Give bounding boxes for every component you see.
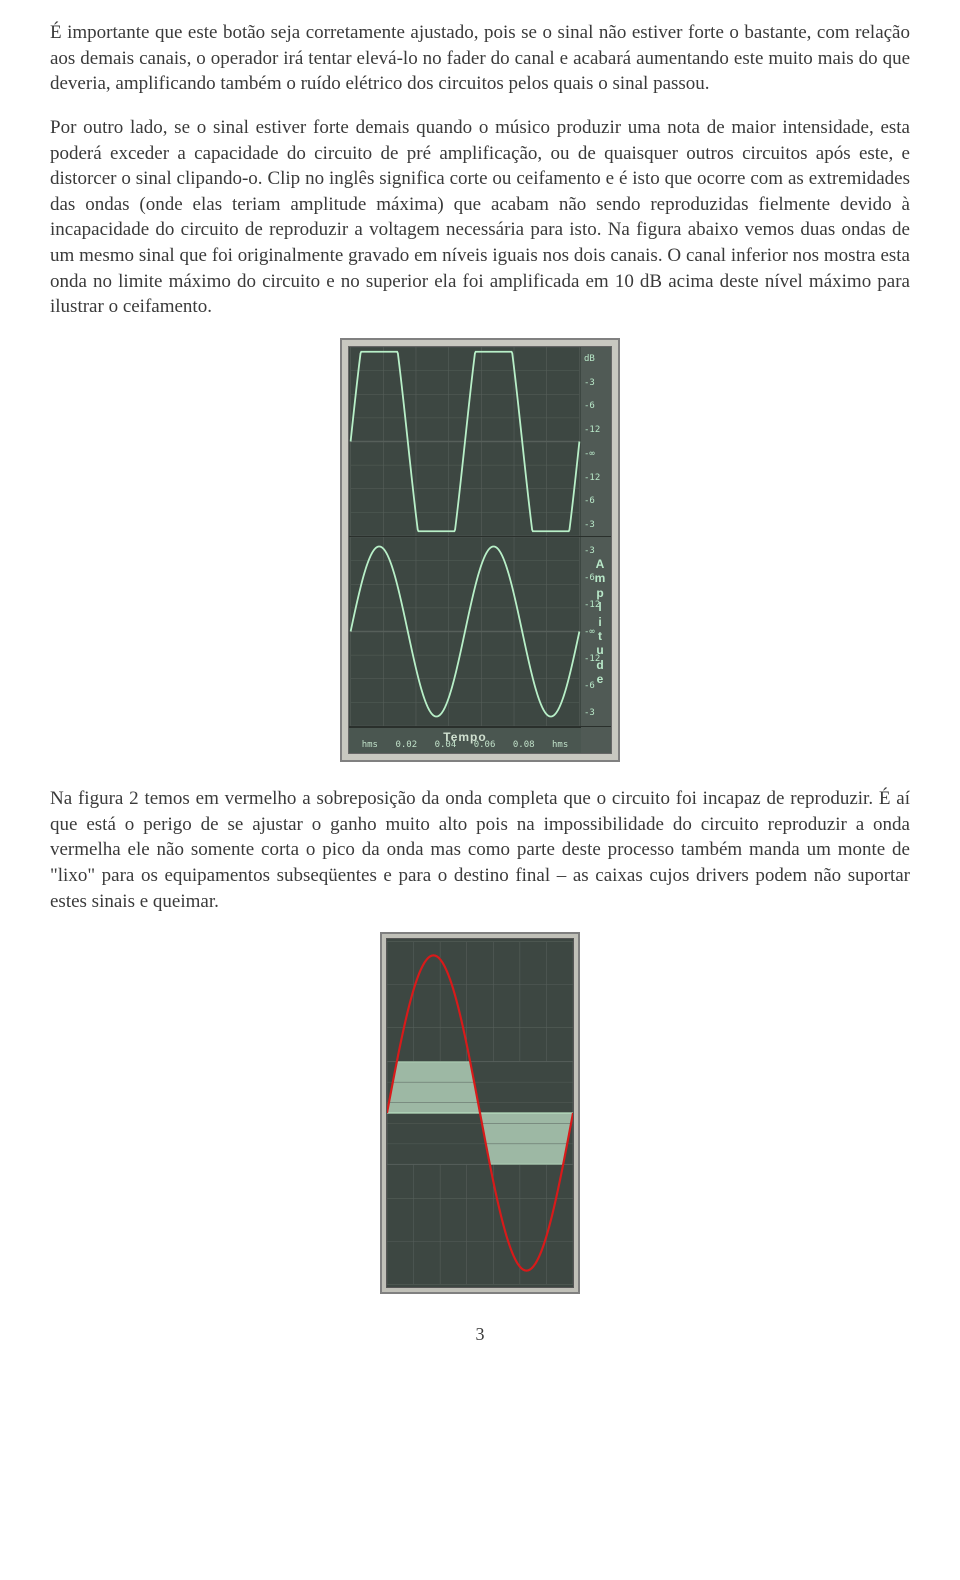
amplitude-tick: -3	[584, 519, 595, 531]
amplitude-tick: -12	[584, 472, 600, 484]
amplitude-scale-column: dB-3-6-12-∞-12-6-3 -3-6-12-∞-12-6-3 Ampl…	[581, 347, 611, 753]
amplitude-tick: -6	[584, 495, 595, 507]
time-axis: Tempo hms 0.02 0.04 0.06 0.08 hms	[349, 727, 581, 753]
x-tick: hms	[552, 739, 568, 751]
amplitude-tick: -∞	[584, 448, 595, 460]
body-paragraph-1: É importante que este botão seja correta…	[50, 20, 910, 97]
figure-2-border	[380, 932, 580, 1294]
page-number: 3	[50, 1322, 910, 1346]
body-paragraph-3: Na figura 2 temos em vermelho a sobrepos…	[50, 786, 910, 914]
amplitude-tick: -12	[584, 424, 600, 436]
clean-wave-panel	[349, 537, 581, 727]
figure-1-container: Tempo hms 0.02 0.04 0.06 0.08 hms dB -3 -6…	[50, 338, 910, 762]
figure-2-container	[50, 932, 910, 1294]
x-tick: 0.02	[395, 739, 417, 751]
amplitude-tick: -6	[584, 400, 595, 412]
body-paragraph-2: Por outro lado, se o sinal estiver forte…	[50, 115, 910, 320]
amplitude-tick: dB	[584, 353, 595, 365]
amplitude-tick: -3	[584, 545, 595, 557]
amplitude-axis-label: Amplitude	[593, 557, 607, 723]
time-axis-label: Tempo	[443, 729, 486, 745]
x-tick: 0.08	[513, 739, 535, 751]
clipped-wave-panel	[349, 347, 581, 537]
waveform-editor-window: Tempo hms 0.02 0.04 0.06 0.08 hms dB -3 -6…	[348, 346, 612, 754]
x-tick: hms	[362, 739, 378, 751]
amplitude-tick: -3	[584, 377, 595, 389]
figure-1-border: Tempo hms 0.02 0.04 0.06 0.08 hms dB -3 -6…	[340, 338, 620, 762]
clipping-overlay-panel	[386, 938, 574, 1288]
